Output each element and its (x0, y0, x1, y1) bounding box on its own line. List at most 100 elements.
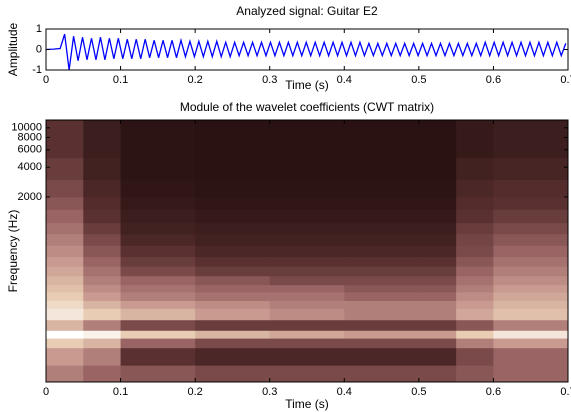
heat-cell (418, 120, 457, 159)
heat-cell (46, 284, 84, 293)
heat-cell (83, 275, 122, 286)
heat-cell (120, 347, 196, 366)
heat-cell (418, 275, 457, 286)
x-tick-label: 0.6 (486, 386, 501, 398)
heat-cell (344, 365, 420, 383)
heat-cell (493, 347, 569, 366)
heat-cell (269, 222, 345, 235)
heat-cell (269, 308, 345, 321)
heat-cell (83, 308, 122, 321)
heat-cell (493, 245, 569, 258)
y-axis-label: Frequency (Hz) (6, 210, 20, 293)
heat-cell (46, 365, 84, 383)
x-tick-label: 0.1 (113, 386, 128, 398)
x-tick-label: 0.2 (187, 386, 202, 398)
heat-cell (456, 319, 494, 331)
heat-cell (418, 330, 457, 339)
heat-cell (120, 179, 196, 198)
heat-cell (269, 347, 345, 366)
heat-cell (120, 157, 196, 181)
y-tick-label: 8000 (18, 131, 42, 143)
heat-cell (418, 196, 457, 210)
heat-cell (493, 365, 569, 383)
x-tick-label: 0.7 (560, 386, 571, 398)
plot-area (46, 29, 568, 70)
heat-cell (46, 196, 84, 210)
heat-cell (83, 120, 122, 159)
heat-cell (46, 347, 84, 366)
heat-cell (195, 365, 271, 383)
heat-cell (46, 209, 84, 224)
y-tick-label: 0 (36, 43, 42, 55)
heat-cell (195, 157, 271, 181)
heat-cell (269, 209, 345, 224)
heat-cell (344, 275, 420, 286)
heat-cell (456, 275, 494, 286)
y-tick-label: 6000 (18, 144, 42, 156)
heat-cell (120, 308, 196, 321)
heat-cell (269, 300, 345, 309)
heat-cell (195, 291, 271, 301)
heat-cell (344, 157, 420, 181)
x-tick-label: 0.3 (262, 386, 277, 398)
heat-cell (46, 233, 84, 246)
heat-cell (456, 330, 494, 339)
heat-cell (493, 284, 569, 293)
y-tick-label: 4000 (18, 161, 42, 173)
heat-cell (83, 179, 122, 198)
heat-cell (344, 245, 420, 258)
heat-cell (418, 291, 457, 301)
heat-cell (344, 196, 420, 210)
heat-cell (195, 300, 271, 309)
heat-cell (83, 222, 122, 235)
heat-cell (46, 275, 84, 286)
heat-cell (418, 308, 457, 321)
heat-cell (344, 300, 420, 309)
x-tick-label: 0.5 (411, 386, 426, 398)
heat-cell (456, 120, 494, 159)
heat-cell (120, 300, 196, 309)
x-tick-label: 0.2 (187, 74, 202, 86)
heat-cell (83, 266, 122, 277)
heat-cell (456, 245, 494, 258)
heat-cell (195, 319, 271, 331)
x-tick-label: 0.4 (337, 74, 352, 86)
heat-cell (46, 291, 84, 301)
heat-cell (83, 365, 122, 383)
heat-cell (344, 256, 420, 267)
heat-cell (269, 330, 345, 339)
heat-cell (493, 196, 569, 210)
heat-cell (493, 266, 569, 277)
heat-cell (269, 319, 345, 331)
heat-cell (493, 338, 569, 349)
heat-cell (195, 222, 271, 235)
heat-cell (493, 256, 569, 267)
heat-cell (418, 222, 457, 235)
heat-cell (195, 284, 271, 293)
heat-cell (269, 338, 345, 349)
heat-cell (456, 365, 494, 383)
heat-cell (493, 319, 569, 331)
heat-cell (493, 209, 569, 224)
heat-cell (195, 120, 271, 159)
heat-cell (344, 284, 420, 293)
heat-cell (269, 365, 345, 383)
heat-cell (83, 245, 122, 258)
heat-cell (418, 233, 457, 246)
heat-cell (344, 330, 420, 339)
heat-cell (456, 300, 494, 309)
heat-cell (269, 196, 345, 210)
heat-cell (46, 300, 84, 309)
heat-cell (46, 338, 84, 349)
heat-cell (456, 308, 494, 321)
heat-cell (120, 365, 196, 383)
heat-cell (83, 300, 122, 309)
heat-cell (344, 308, 420, 321)
heat-cell (195, 266, 271, 277)
heat-cell (269, 275, 345, 286)
heat-cell (83, 291, 122, 301)
signal-line (45, 33, 567, 71)
heat-cell (195, 308, 271, 321)
heat-cell (418, 284, 457, 293)
